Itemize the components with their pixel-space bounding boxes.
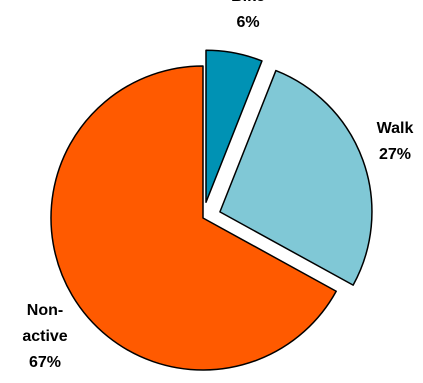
slice-percent: 67%	[28, 354, 62, 371]
pie-slice	[50, 65, 337, 371]
slice-percent: 6%	[236, 14, 260, 31]
slice-name: Walk	[376, 120, 414, 137]
pie-slice	[205, 49, 263, 204]
slice-percent: 27%	[378, 146, 412, 163]
pie-slice	[219, 69, 373, 286]
slice-label: Walk 27%	[360, 116, 423, 168]
slice-name: Bike	[213, 0, 283, 10]
slice-label: Bike 6%	[213, 0, 283, 36]
slice-label: Non-active 67%	[10, 298, 80, 376]
slice-name: Non-active	[22, 302, 68, 345]
